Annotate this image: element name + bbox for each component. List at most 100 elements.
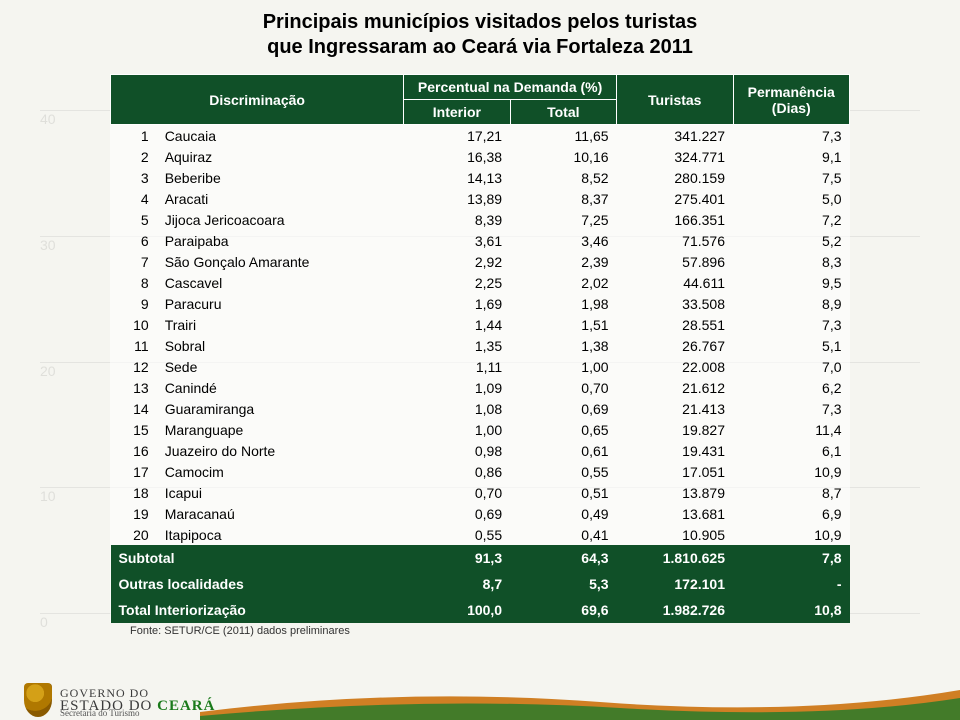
cell-rank: 20	[111, 524, 157, 545]
cell-total: 0,49	[510, 503, 616, 524]
cell-summary-name: Outras localidades	[111, 571, 404, 597]
cell-turistas: 33.508	[617, 293, 733, 314]
cell-total: 0,61	[510, 440, 616, 461]
cell-total: 0,65	[510, 419, 616, 440]
cell-turistas: 280.159	[617, 167, 733, 188]
cell-perm: 6,2	[733, 377, 850, 398]
cell-perm: 8,9	[733, 293, 850, 314]
cell-perm: 8,3	[733, 251, 850, 272]
cell-perm: 10,9	[733, 524, 850, 545]
cell-name: Cascavel	[157, 272, 404, 293]
cell-summary-turistas: 172.101	[617, 571, 733, 597]
col-total: Total	[510, 100, 616, 125]
cell-interior: 0,98	[404, 440, 510, 461]
footer-subtitle: Secretaria do Turismo	[60, 708, 140, 718]
cell-rank: 14	[111, 398, 157, 419]
cell-summary-total: 5,3	[510, 571, 616, 597]
cell-name: São Gonçalo Amarante	[157, 251, 404, 272]
table-row: 7São Gonçalo Amarante2,922,3957.8968,3	[111, 251, 850, 272]
cell-summary-turistas: 1.982.726	[617, 597, 733, 623]
cell-perm: 6,1	[733, 440, 850, 461]
table-row: 3Beberibe14,138,52280.1597,5	[111, 167, 850, 188]
cell-name: Paraipaba	[157, 230, 404, 251]
col-turistas: Turistas	[617, 75, 733, 125]
cell-total: 10,16	[510, 146, 616, 167]
cell-turistas: 44.611	[617, 272, 733, 293]
cell-name: Sobral	[157, 335, 404, 356]
shield-icon	[24, 683, 52, 717]
cell-turistas: 324.771	[617, 146, 733, 167]
cell-total: 0,41	[510, 524, 616, 545]
title-line1: Principais municípios visitados pelos tu…	[0, 10, 960, 35]
cell-interior: 16,38	[404, 146, 510, 167]
cell-interior: 1,69	[404, 293, 510, 314]
cell-interior: 0,70	[404, 482, 510, 503]
summary-row: Outras localidades8,75,3172.101-	[111, 571, 850, 597]
cell-turistas: 22.008	[617, 356, 733, 377]
table-row: 13Canindé1,090,7021.6126,2	[111, 377, 850, 398]
cell-perm: 10,9	[733, 461, 850, 482]
table-row: 18Icapui0,700,5113.8798,7	[111, 482, 850, 503]
cell-turistas: 13.681	[617, 503, 733, 524]
cell-rank: 1	[111, 125, 157, 147]
cell-summary-name: Subtotal	[111, 545, 404, 571]
cell-turistas: 26.767	[617, 335, 733, 356]
table-row: 19Maracanaú0,690,4913.6816,9	[111, 503, 850, 524]
cell-rank: 3	[111, 167, 157, 188]
col-interior: Interior	[404, 100, 510, 125]
cell-name: Aquiraz	[157, 146, 404, 167]
cell-interior: 17,21	[404, 125, 510, 147]
cell-rank: 12	[111, 356, 157, 377]
cell-summary-total: 64,3	[510, 545, 616, 571]
cell-total: 1,51	[510, 314, 616, 335]
cell-perm: 11,4	[733, 419, 850, 440]
cell-summary-perm: 7,8	[733, 545, 850, 571]
cell-turistas: 341.227	[617, 125, 733, 147]
cell-total: 11,65	[510, 125, 616, 147]
cell-total: 3,46	[510, 230, 616, 251]
cell-interior: 1,08	[404, 398, 510, 419]
cell-interior: 2,25	[404, 272, 510, 293]
cell-total: 2,02	[510, 272, 616, 293]
cell-rank: 8	[111, 272, 157, 293]
cell-interior: 1,44	[404, 314, 510, 335]
table-row: 12Sede1,111,0022.0087,0	[111, 356, 850, 377]
table-row: 20Itapipoca0,550,4110.90510,9	[111, 524, 850, 545]
table-row: 9Paracuru1,691,9833.5088,9	[111, 293, 850, 314]
cell-perm: 5,2	[733, 230, 850, 251]
cell-perm: 9,5	[733, 272, 850, 293]
cell-summary-name: Total Interiorização	[111, 597, 404, 623]
cell-rank: 10	[111, 314, 157, 335]
cell-turistas: 166.351	[617, 209, 733, 230]
cell-interior: 1,35	[404, 335, 510, 356]
cell-name: Aracati	[157, 188, 404, 209]
cell-name: Sede	[157, 356, 404, 377]
cell-interior: 2,92	[404, 251, 510, 272]
cell-turistas: 57.896	[617, 251, 733, 272]
cell-summary-perm: -	[733, 571, 850, 597]
cell-total: 8,37	[510, 188, 616, 209]
cell-total: 0,51	[510, 482, 616, 503]
cell-summary-perm: 10,8	[733, 597, 850, 623]
cell-rank: 4	[111, 188, 157, 209]
data-table: Discriminação Percentual na Demanda (%) …	[110, 74, 850, 623]
table-row: 11Sobral1,351,3826.7675,1	[111, 335, 850, 356]
summary-row: Total Interiorização100,069,61.982.72610…	[111, 597, 850, 623]
cell-perm: 7,2	[733, 209, 850, 230]
cell-total: 0,69	[510, 398, 616, 419]
cell-name: Canindé	[157, 377, 404, 398]
cell-perm: 7,5	[733, 167, 850, 188]
cell-turistas: 28.551	[617, 314, 733, 335]
table-row: 8Cascavel2,252,0244.6119,5	[111, 272, 850, 293]
footer-curve	[200, 682, 960, 720]
cell-name: Trairi	[157, 314, 404, 335]
source-footnote: Fonte: SETUR/CE (2011) dados preliminare…	[130, 625, 960, 637]
cell-perm: 7,0	[733, 356, 850, 377]
cell-perm: 9,1	[733, 146, 850, 167]
data-table-container: Discriminação Percentual na Demanda (%) …	[110, 74, 850, 623]
cell-interior: 3,61	[404, 230, 510, 251]
cell-name: Guaramiranga	[157, 398, 404, 419]
table-header: Discriminação Percentual na Demanda (%) …	[111, 75, 850, 125]
cell-perm: 5,1	[733, 335, 850, 356]
summary-row: Subtotal91,364,31.810.6257,8	[111, 545, 850, 571]
